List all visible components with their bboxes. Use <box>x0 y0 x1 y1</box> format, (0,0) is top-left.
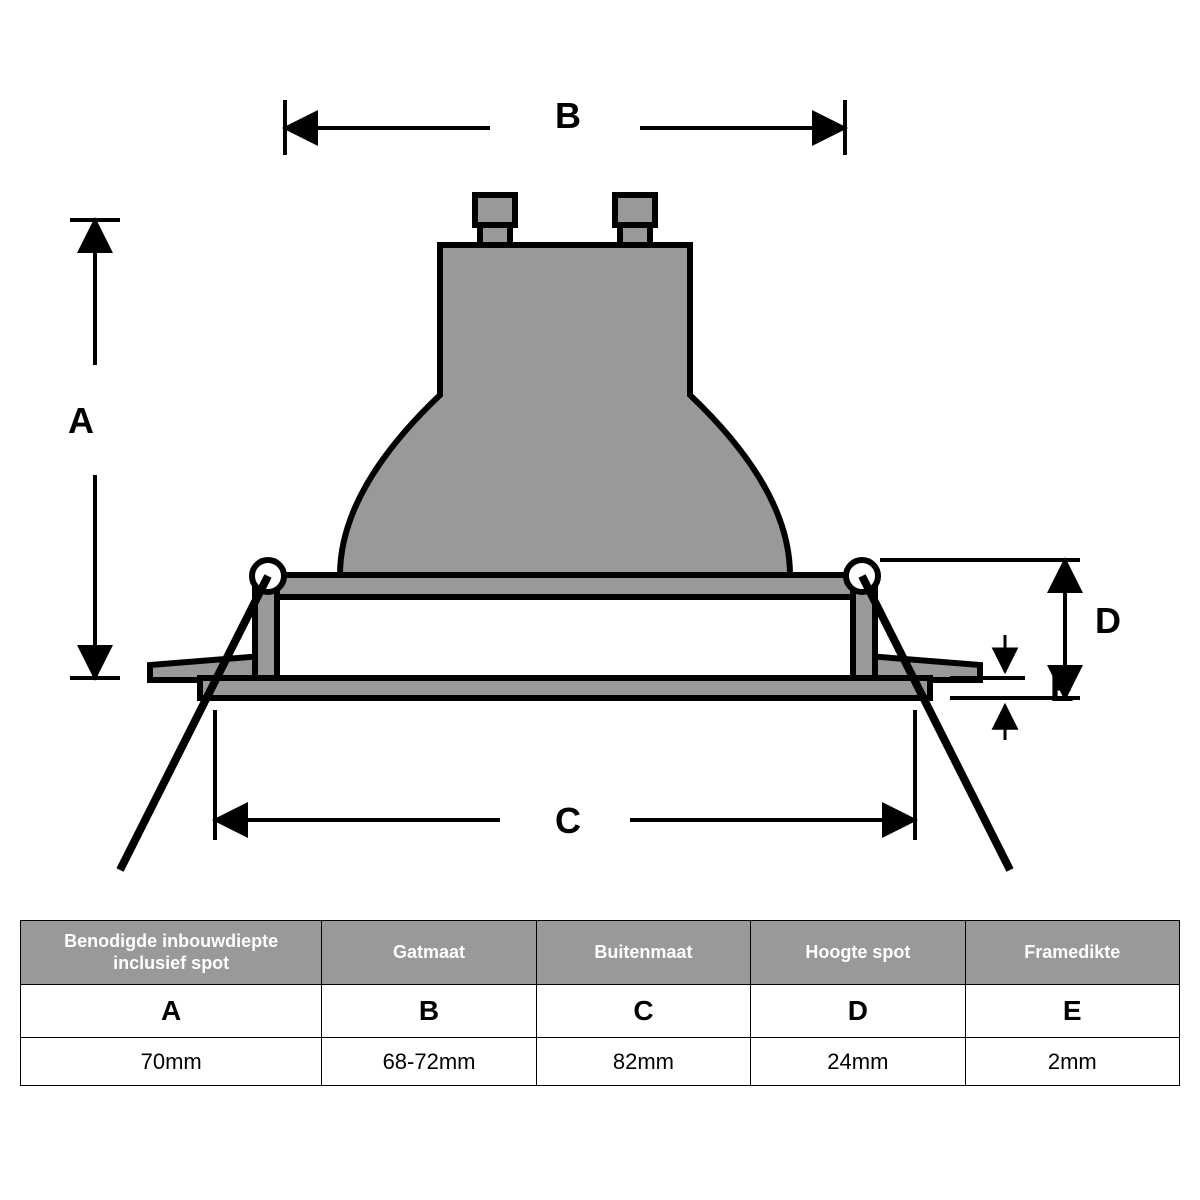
technical-diagram: A B C D E <box>0 0 1200 920</box>
diagram-svg <box>0 0 1200 920</box>
key-a: A <box>21 985 322 1038</box>
th-c: Buitenmaat <box>536 921 750 985</box>
th-b: Gatmaat <box>322 921 536 985</box>
val-a: 70mm <box>21 1038 322 1086</box>
key-d: D <box>751 985 965 1038</box>
key-c: C <box>536 985 750 1038</box>
dimensions-table: Benodigde inbouwdiepte inclusief spot Ga… <box>20 920 1180 1086</box>
dim-label-d: D <box>1095 600 1121 642</box>
val-e: 2mm <box>965 1038 1179 1086</box>
val-b: 68-72mm <box>322 1038 536 1086</box>
table-key-row: A B C D E <box>21 985 1180 1038</box>
key-e: E <box>965 985 1179 1038</box>
dim-label-a: A <box>68 400 94 442</box>
dim-label-b: B <box>555 95 581 137</box>
table-value-row: 70mm 68-72mm 82mm 24mm 2mm <box>21 1038 1180 1086</box>
key-b: B <box>322 985 536 1038</box>
th-a: Benodigde inbouwdiepte inclusief spot <box>21 921 322 985</box>
th-e: Framedikte <box>965 921 1179 985</box>
table-header-row: Benodigde inbouwdiepte inclusief spot Ga… <box>21 921 1180 985</box>
dim-label-c: C <box>555 800 581 842</box>
th-d: Hoogte spot <box>751 921 965 985</box>
val-c: 82mm <box>536 1038 750 1086</box>
val-d: 24mm <box>751 1038 965 1086</box>
dim-label-e: E <box>1050 668 1074 710</box>
